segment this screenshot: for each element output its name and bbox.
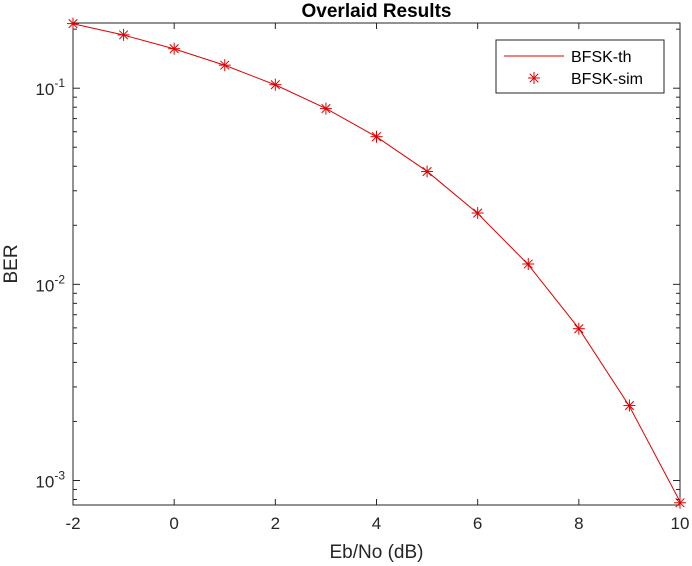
y-tick-base: 10 — [35, 276, 54, 295]
x-tick-label: -2 — [65, 514, 80, 533]
marker-stroke-d2 — [624, 400, 635, 411]
marker-stroke-d2 — [68, 18, 78, 29]
data-point-marker — [168, 42, 181, 55]
plot-axes — [72, 22, 681, 506]
data-point-marker — [67, 17, 79, 30]
x-axis-label: Eb/No (dB) — [330, 542, 424, 563]
y-tick-label: 10-1 — [35, 76, 65, 99]
y-tick-base: 10 — [35, 80, 54, 99]
legend-label: BFSK-th — [571, 49, 631, 66]
data-point-marker — [522, 257, 535, 270]
marker-stroke-d2 — [220, 60, 230, 70]
y-tick-base: 10 — [35, 472, 54, 491]
x-tick-label: 8 — [574, 514, 583, 533]
x-tick-label: 0 — [169, 514, 178, 533]
y-axis-label: BER — [1, 244, 22, 283]
legend: BFSK-th BFSK-sim — [495, 39, 665, 94]
y-tick-label: 10-3 — [35, 468, 65, 491]
y-tick-exponent: -1 — [54, 76, 65, 90]
data-point-marker — [370, 130, 383, 143]
y-tick-exponent: -3 — [54, 468, 65, 482]
marker-stroke-d2 — [529, 73, 539, 83]
marker-stroke-d2 — [523, 259, 533, 269]
chart-title: Overlaid Results — [302, 1, 452, 22]
legend-box — [495, 39, 665, 94]
x-tick-label: 10 — [671, 514, 690, 533]
marker-stroke-d2 — [422, 166, 432, 177]
x-tick-label: 6 — [473, 514, 482, 533]
marker-stroke-d2 — [472, 208, 483, 218]
marker-stroke-d2 — [675, 498, 685, 508]
plot-series — [67, 17, 686, 509]
data-point-marker — [117, 28, 130, 41]
data-point-marker — [269, 78, 282, 91]
marker-stroke-d2 — [270, 80, 281, 90]
x-tick-label: 2 — [271, 514, 280, 533]
data-point-marker — [421, 165, 434, 178]
data-point-marker — [218, 59, 231, 72]
marker-stroke-d2 — [118, 30, 129, 40]
legend-marker-swatch — [528, 72, 540, 84]
y-tick-exponent: -2 — [54, 272, 65, 286]
data-point-marker — [319, 102, 332, 115]
data-point-marker — [572, 322, 585, 335]
y-tick-label: 10-2 — [35, 272, 65, 295]
legend-label: BFSK-sim — [571, 71, 643, 88]
marker-stroke-d2 — [321, 103, 331, 114]
data-point-marker — [674, 496, 686, 509]
marker-stroke-d2 — [371, 132, 382, 142]
data-point-marker — [471, 207, 484, 220]
marker-stroke-d2 — [169, 44, 179, 54]
plot-area — [72, 22, 681, 506]
data-point-marker — [623, 399, 636, 412]
x-tick-label: 4 — [372, 514, 381, 533]
marker-stroke-d2 — [574, 324, 584, 334]
